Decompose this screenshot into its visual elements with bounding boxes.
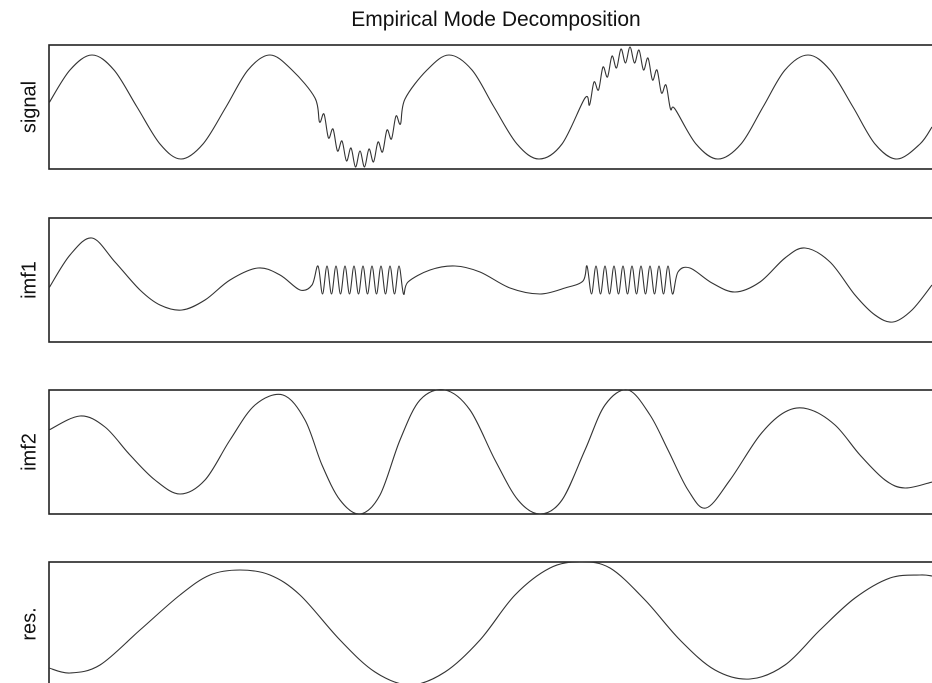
chart-title: Empirical Mode Decomposition <box>351 8 640 31</box>
y-axis-label: res. <box>18 607 40 640</box>
panel-frame <box>48 389 932 515</box>
y-axis-label: imf1 <box>18 261 40 299</box>
y-axis-label: signal <box>18 81 40 133</box>
series-line <box>48 561 932 683</box>
panel-frame <box>48 44 932 170</box>
panel-frame <box>48 561 932 683</box>
series-line <box>48 237 932 323</box>
panel-frame <box>48 217 932 343</box>
y-axis-label: imf2 <box>18 433 40 471</box>
series-line <box>48 389 932 515</box>
series-line <box>48 46 932 168</box>
